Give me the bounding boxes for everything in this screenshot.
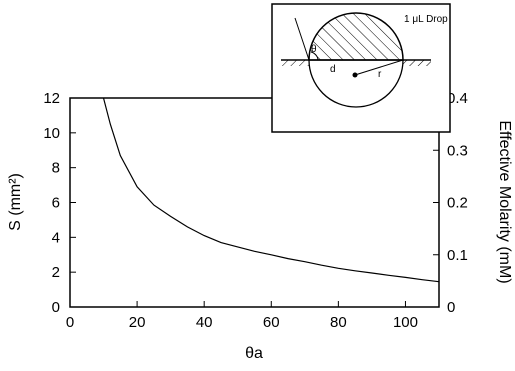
x-tick-label-4: 80 bbox=[330, 314, 347, 331]
right-tick-label-1: 0.1 bbox=[447, 247, 468, 264]
radius-line bbox=[354, 59, 404, 76]
drop-volume-label: 1 μL Drop bbox=[404, 14, 448, 25]
x-tick-label-2: 40 bbox=[196, 314, 213, 331]
right-axis-title: Effective Molarity (mM) bbox=[496, 120, 513, 283]
sphere-outline bbox=[308, 59, 404, 108]
center-point bbox=[352, 72, 358, 78]
data-curve bbox=[102, 97, 440, 283]
theta-label: θ bbox=[311, 44, 317, 55]
y-tick-label-2: 4 bbox=[52, 229, 60, 246]
inset-diagram: θ d r 1 μL Drop bbox=[271, 3, 451, 133]
x-tick-label-1: 20 bbox=[129, 314, 146, 331]
d-label: d bbox=[330, 64, 336, 75]
surface-hatching-left bbox=[281, 60, 309, 66]
right-axis-ticks: 0 0.1 0.2 0.3 0.4 bbox=[433, 90, 468, 316]
y-tick-label-0: 0 bbox=[52, 299, 60, 316]
y-axis-title: S (mm²) bbox=[7, 173, 24, 231]
x-axis-ticks: 0 20 40 60 80 100 bbox=[66, 301, 418, 331]
right-tick-label-0: 0 bbox=[447, 299, 455, 316]
y-tick-label-4: 8 bbox=[52, 160, 60, 177]
x-tick-label-5: 100 bbox=[393, 314, 418, 331]
drop-cap bbox=[308, 12, 404, 61]
r-label: r bbox=[378, 69, 382, 80]
right-tick-label-3: 0.3 bbox=[447, 142, 468, 159]
y-tick-label-3: 6 bbox=[52, 195, 60, 212]
x-tick-label-0: 0 bbox=[66, 314, 74, 331]
y-tick-label-6: 12 bbox=[43, 90, 60, 107]
y-axis-ticks: 0 2 4 6 8 10 12 bbox=[43, 90, 76, 316]
x-tick-label-3: 60 bbox=[263, 314, 280, 331]
y-tick-label-1: 2 bbox=[52, 264, 60, 281]
angle-arc bbox=[310, 51, 319, 61]
right-tick-label-4: 0.4 bbox=[447, 90, 468, 107]
y-tick-label-5: 10 bbox=[43, 125, 60, 142]
tangent-line bbox=[294, 17, 310, 61]
x-axis-title: θa bbox=[245, 345, 263, 362]
right-tick-label-2: 0.2 bbox=[447, 195, 468, 212]
surface-hatching-right bbox=[403, 60, 431, 66]
